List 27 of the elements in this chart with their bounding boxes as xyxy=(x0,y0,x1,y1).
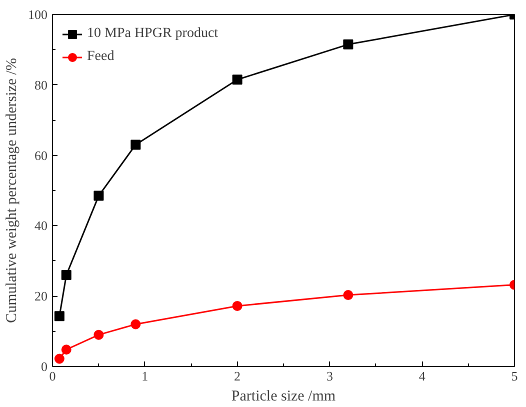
x-tick-label: 2 xyxy=(234,368,241,384)
x-tick-label: 4 xyxy=(418,368,426,384)
point xyxy=(61,270,72,280)
y-tick-label: 100 xyxy=(28,7,48,22)
point xyxy=(343,290,354,300)
point xyxy=(232,74,242,85)
x-axis-title: Particle size /mm xyxy=(231,388,336,404)
legend-label: 10 MPa HPGR product xyxy=(87,26,218,42)
y-tick-label: 80 xyxy=(34,77,48,92)
x-tick-label: 3 xyxy=(326,368,333,384)
y-tick-label: 0 xyxy=(41,359,48,374)
point xyxy=(54,311,64,322)
legend-label: Feed xyxy=(87,49,114,65)
point xyxy=(130,319,141,330)
point xyxy=(130,140,141,150)
point xyxy=(61,344,72,355)
x-tick-label: 1 xyxy=(142,368,148,384)
point xyxy=(94,190,104,201)
x-tick-label: 5 xyxy=(511,368,518,384)
point xyxy=(232,300,242,311)
y-axis-title: Cumulative weight percentage undersize /% xyxy=(4,58,20,323)
y-tick-label: 20 xyxy=(34,288,48,304)
point xyxy=(94,330,104,340)
point xyxy=(54,354,64,364)
point xyxy=(343,39,354,50)
y-tick-label: 40 xyxy=(34,218,48,234)
y-tick-label: 60 xyxy=(34,148,48,163)
